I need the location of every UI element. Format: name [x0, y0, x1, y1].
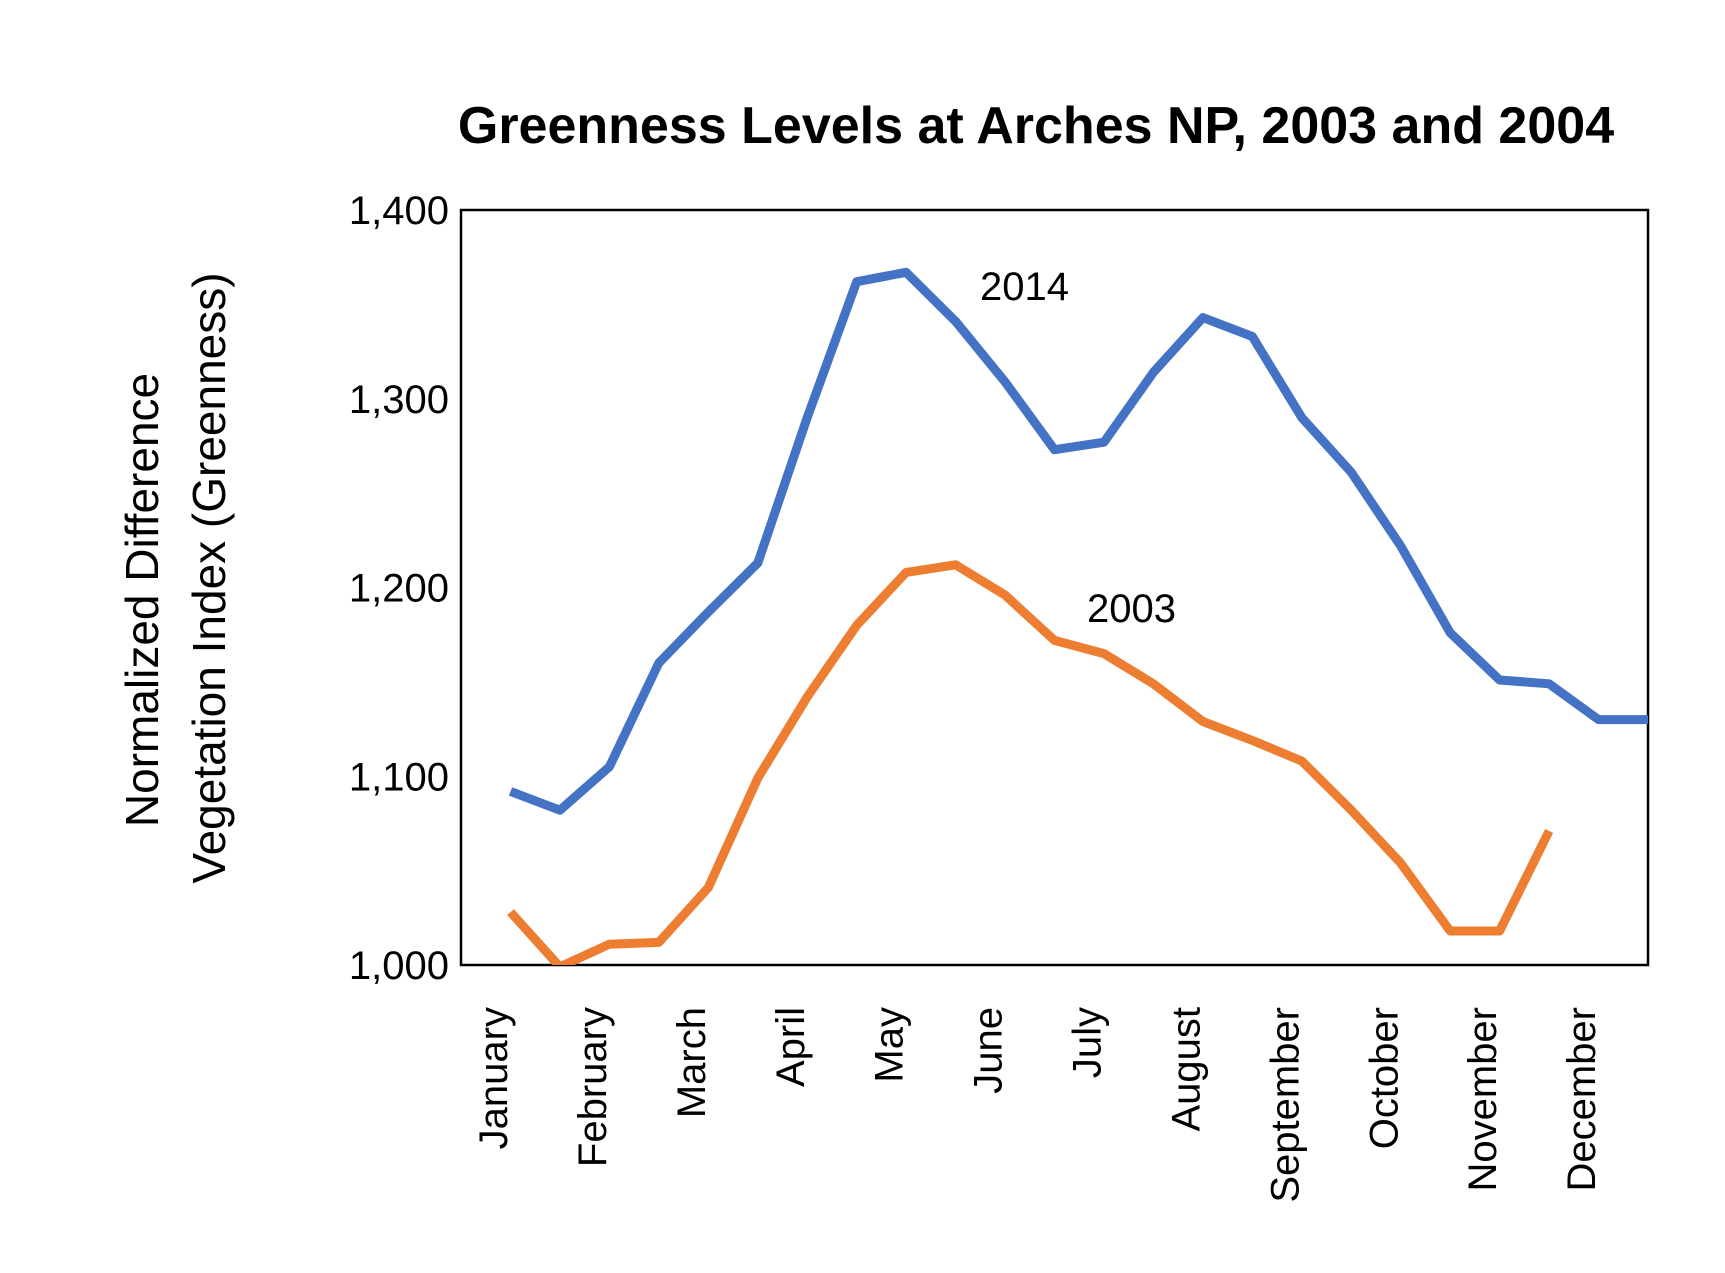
chart-title: Greenness Levels at Arches NP, 2003 and … [458, 97, 1614, 155]
x-tick-label: April [769, 1007, 813, 1087]
x-tick-label: August [1164, 1007, 1208, 1132]
y-axis-label: Normalized Difference Vegetation Index (… [116, 272, 235, 883]
x-tick-label: March [670, 1007, 714, 1118]
y-tick-label: 1,000 [349, 944, 449, 988]
x-tick-label: July [1066, 1007, 1110, 1078]
y-axis-label-line-1: Normalized Difference [116, 373, 168, 827]
x-tick-label: October [1362, 1007, 1406, 1149]
y-tick-label: 1,400 [349, 189, 449, 233]
x-tick-label: January [472, 1007, 516, 1149]
series-label-2003: 2003 [1087, 587, 1176, 631]
y-tick-label: 1,300 [349, 378, 449, 422]
series-lines [507, 267, 1648, 965]
x-tick-label: May [868, 1007, 912, 1083]
x-tick-label: September [1263, 1007, 1307, 1203]
x-tick-labels: January February March April May June July Augu… [472, 1007, 1604, 1203]
x-tick-label: November [1461, 1007, 1505, 1192]
x-tick-label: December [1560, 1007, 1604, 1192]
series-label-2014: 2014 [980, 265, 1069, 309]
series-line-2003 [507, 560, 1554, 965]
x-tick-label: February [571, 1007, 615, 1167]
y-tick-label: 1,200 [349, 567, 449, 611]
y-tick-label: 1,100 [349, 755, 449, 799]
x-tick-label: June [967, 1007, 1011, 1094]
y-axis-label-line-2: Vegetation Index (Greenness) [183, 272, 235, 883]
y-tick-labels: 1,000 1,100 1,200 1,300 1,400 [349, 189, 449, 988]
series-line-2014 [508, 267, 1648, 815]
plot-area-frame [459, 208, 1650, 967]
